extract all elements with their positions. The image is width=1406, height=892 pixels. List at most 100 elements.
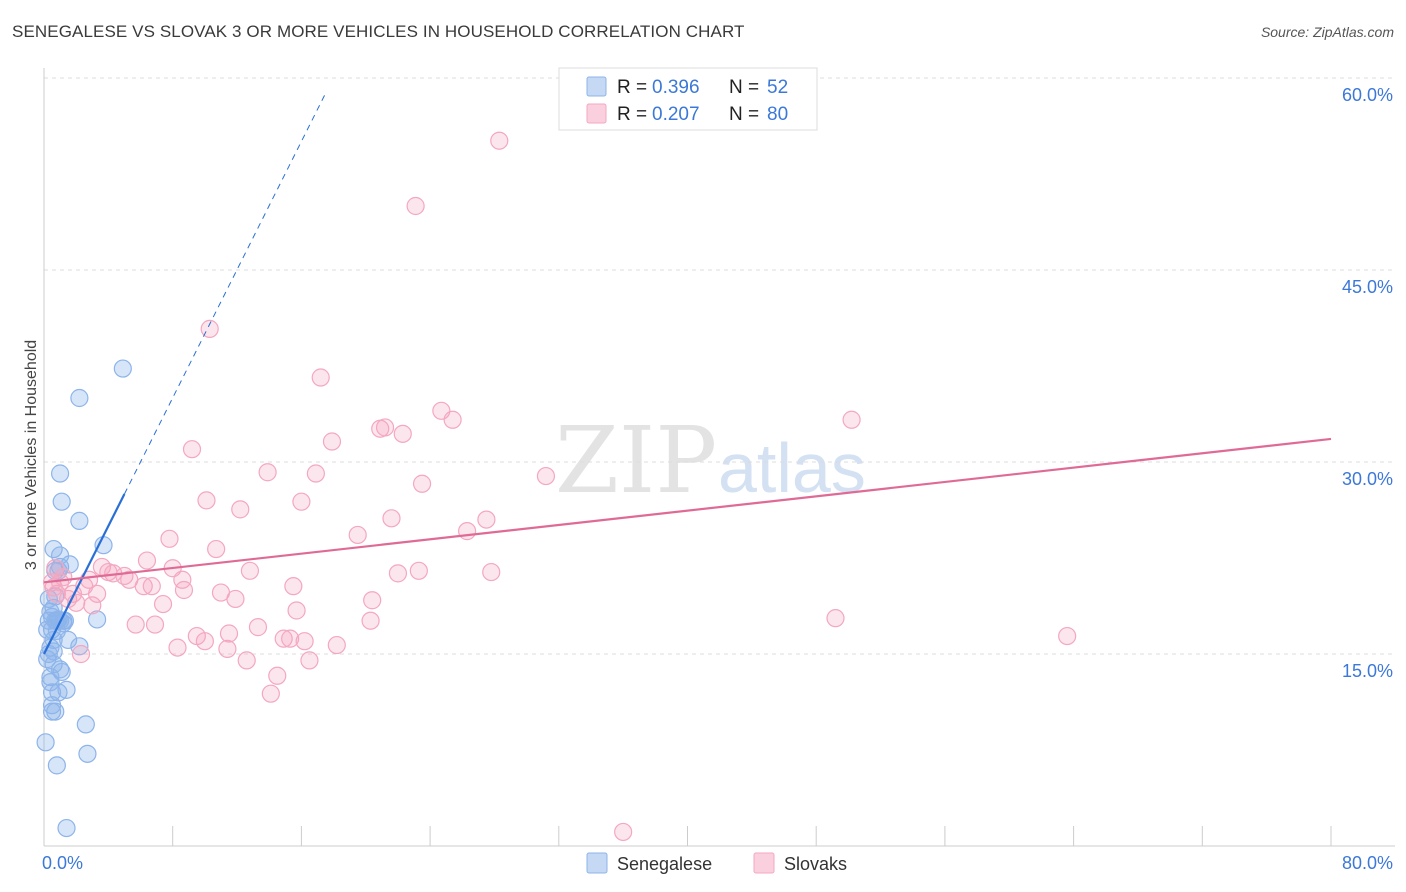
stats-legend-swatch-slovaks (586, 103, 607, 124)
data-point-senegalese (70, 637, 89, 656)
data-point-slovaks (268, 666, 287, 685)
data-point-slovaks (842, 410, 861, 429)
stats-r-label: R = (617, 104, 652, 125)
data-point-slovaks (327, 635, 346, 655)
y-tick-label: 45.0% (1342, 277, 1393, 297)
trend-line-slovaks (43, 437, 1332, 584)
data-point-senegalese (76, 715, 95, 734)
legend-label-senegalese: Senegalese (617, 854, 712, 874)
data-point-slovaks (375, 418, 395, 437)
data-point-slovaks (382, 509, 401, 528)
stats-legend: R = 0.396 N = 52 R = 0.207 N = 80 (558, 67, 818, 131)
data-point-slovaks (287, 601, 306, 620)
x-tick-label: 80.0% (1342, 853, 1393, 873)
watermark-zip: ZIP (555, 407, 717, 514)
data-point-senegalese (59, 630, 78, 650)
data-point-slovaks (477, 510, 496, 529)
data-point-slovaks (614, 822, 633, 842)
data-point-senegalese (70, 511, 89, 530)
data-point-slovaks (292, 492, 311, 511)
series-legend: Senegalese Slovaks (586, 852, 847, 874)
data-point-slovaks (87, 584, 107, 603)
data-point-slovaks (406, 196, 425, 216)
data-point-slovaks (195, 632, 214, 651)
stats-n-label: N = (729, 104, 764, 125)
data-point-slovaks (218, 639, 237, 658)
stats-r-value: 0.207 (652, 104, 700, 125)
data-point-senegalese (113, 359, 132, 378)
data-point-slovaks (142, 577, 161, 596)
data-point-slovaks (1058, 626, 1077, 646)
data-point-senegalese (70, 388, 89, 408)
data-point-slovaks (295, 632, 314, 651)
data-point-slovaks (261, 684, 280, 703)
data-point-slovaks (393, 424, 412, 443)
data-point-senegalese (36, 733, 55, 752)
data-point-slovaks (46, 559, 65, 578)
data-point-senegalese (50, 464, 70, 483)
stats-n-value: 52 (767, 77, 788, 98)
data-point-slovaks (182, 440, 202, 459)
data-point-slovaks (231, 500, 250, 519)
data-point-slovaks (258, 463, 277, 482)
data-point-senegalese (57, 680, 76, 699)
data-point-slovaks (409, 561, 428, 580)
legend-swatch-slovaks (753, 852, 775, 874)
data-point-slovaks (240, 561, 260, 580)
data-point-slovaks (363, 591, 382, 610)
data-point-slovaks (174, 580, 194, 600)
data-point-slovaks (160, 529, 179, 548)
data-point-senegalese (46, 702, 65, 721)
data-point-slovaks (197, 491, 216, 510)
data-point-slovaks (137, 551, 157, 570)
data-point-senegalese (52, 492, 71, 511)
data-point-slovaks (826, 609, 845, 628)
legend-label-slovaks: Slovaks (784, 854, 847, 874)
data-point-slovaks (83, 596, 102, 615)
data-point-slovaks (348, 525, 367, 545)
data-point-senegalese (47, 756, 66, 775)
data-point-slovaks (71, 644, 91, 664)
data-point-slovaks (145, 615, 165, 634)
data-point-slovaks (274, 629, 293, 648)
y-tick-label: 30.0% (1342, 469, 1393, 489)
y-axis-title: 3 or more Vehicles in Household (23, 340, 40, 570)
data-point-senegalese (78, 744, 97, 763)
data-point-slovaks (536, 466, 556, 486)
y-tick-label: 60.0% (1342, 85, 1393, 105)
trend-lines (43, 93, 1332, 655)
axes (43, 68, 1395, 847)
data-point-slovaks (482, 562, 501, 582)
data-point-senegalese (42, 683, 62, 702)
trend-extension-senegalese (123, 93, 326, 495)
data-point-slovaks (361, 611, 380, 630)
data-point-slovaks (126, 615, 145, 634)
data-point-slovaks (443, 410, 462, 429)
data-points (36, 131, 1077, 842)
data-point-slovaks (248, 618, 268, 637)
data-point-slovaks (322, 432, 342, 451)
data-point-slovaks (458, 522, 477, 541)
data-point-slovaks (300, 651, 319, 670)
data-point-senegalese (57, 818, 76, 838)
data-point-slovaks (388, 564, 408, 583)
x-tick-label: 0.0% (42, 853, 83, 873)
data-point-slovaks (281, 629, 300, 648)
chart-title: SENEGALESE VS SLOVAK 3 OR MORE VEHICLES … (12, 22, 745, 41)
trend-line-senegalese (43, 493, 126, 655)
data-point-senegalese (50, 660, 70, 679)
data-point-senegalese (87, 610, 107, 629)
data-point-slovaks (153, 594, 173, 614)
data-point-slovaks (200, 319, 219, 338)
stats-r-value: 0.396 (652, 77, 700, 98)
stats-n-label: N = (729, 77, 764, 98)
stats-r-label: R = (617, 77, 652, 98)
data-point-slovaks (412, 474, 432, 493)
data-point-slovaks (306, 464, 325, 483)
data-point-slovaks (237, 651, 256, 670)
data-point-slovaks (226, 589, 245, 609)
data-point-slovaks (207, 539, 226, 559)
data-point-senegalese (41, 602, 60, 621)
tick-labels: 15.0% 30.0% 45.0% 60.0% 0.0% 80.0% (42, 85, 1393, 873)
